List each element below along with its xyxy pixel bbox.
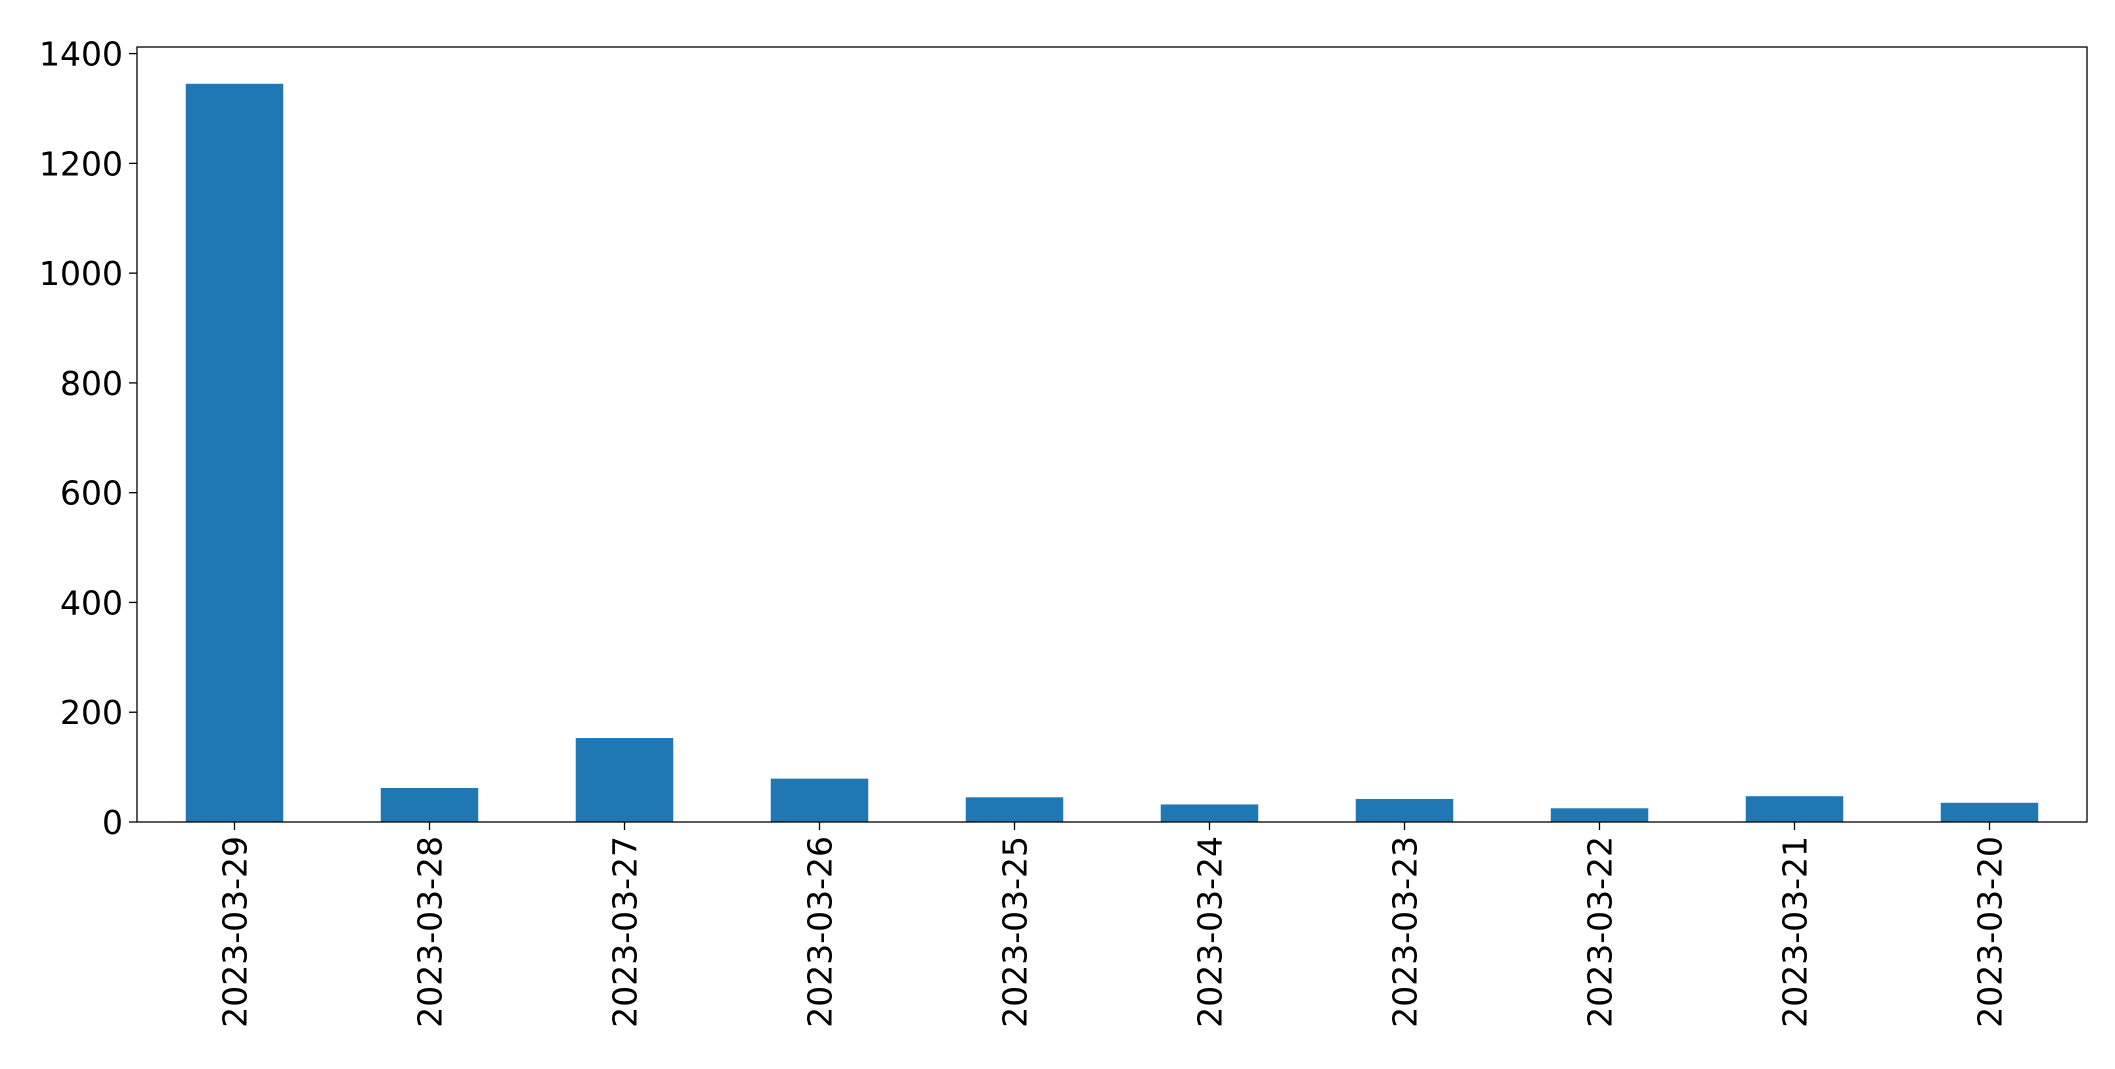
x-tick-label: 2023-03-22 (1581, 836, 1620, 1028)
x-tick-label: 2023-03-29 (216, 836, 255, 1028)
y-tick-label: 400 (60, 583, 123, 622)
x-tick-label: 2023-03-27 (606, 836, 645, 1028)
bar (770, 778, 869, 822)
bar (1745, 796, 1844, 822)
x-tick-label: 2023-03-24 (1191, 836, 1230, 1028)
x-tick-label: 2023-03-21 (1776, 836, 1815, 1028)
y-tick-label: 200 (60, 693, 123, 732)
bar (380, 787, 479, 822)
x-tick-label: 2023-03-26 (801, 836, 840, 1028)
x-tick-label: 2023-03-20 (1971, 836, 2010, 1028)
bar (1550, 808, 1649, 822)
bar (185, 83, 284, 823)
x-tick-label: 2023-03-23 (1386, 836, 1425, 1028)
y-tick-label: 600 (60, 474, 123, 513)
bar (1940, 802, 2039, 822)
x-tick-label: 2023-03-25 (996, 836, 1035, 1028)
bar (1160, 804, 1259, 822)
y-tick-label: 1400 (39, 35, 123, 74)
bar (1355, 798, 1454, 822)
y-tick-label: 800 (60, 364, 123, 403)
plot-frame (136, 46, 2088, 823)
bar (575, 738, 674, 822)
x-tick-label: 2023-03-28 (411, 836, 450, 1028)
y-tick-label: 1000 (39, 254, 123, 293)
y-tick-label: 1200 (39, 144, 123, 183)
bar (965, 797, 1064, 822)
y-tick-label: 0 (102, 803, 123, 842)
